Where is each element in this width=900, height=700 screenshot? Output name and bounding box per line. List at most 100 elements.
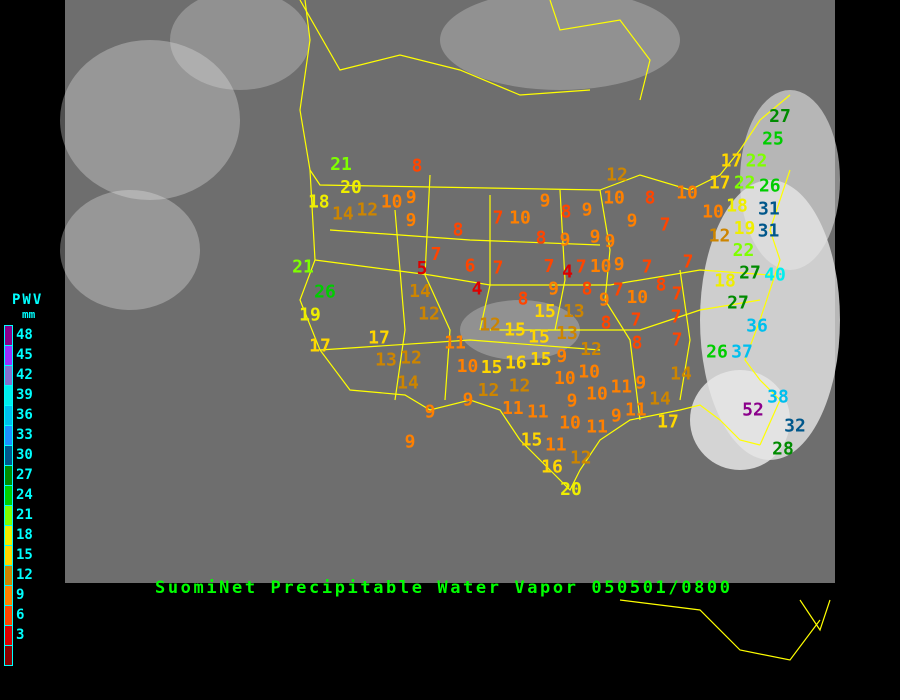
legend-label: 48 — [16, 327, 33, 343]
station-pwv-value: 9 — [635, 373, 646, 394]
station-pwv-value: 26 — [706, 342, 728, 363]
station-pwv-value: 16 — [505, 352, 527, 373]
border-line — [394, 209, 406, 401]
legend-label: 18 — [16, 527, 33, 543]
station-pwv-value: 18 — [726, 196, 748, 217]
legend-swatch — [4, 545, 13, 566]
legend-swatch — [4, 365, 13, 386]
station-pwv-value: 5 — [417, 258, 428, 279]
station-pwv-value: 7 — [642, 257, 653, 278]
station-pwv-value: 22 — [733, 240, 755, 261]
legend-swatch — [4, 625, 13, 646]
cloud — [170, 0, 310, 90]
station-pwv-value: 14 — [397, 373, 419, 394]
station-pwv-value: 12 — [570, 448, 592, 469]
station-pwv-value: 7 — [576, 256, 587, 277]
station-pwv-value: 20 — [560, 479, 582, 500]
station-pwv-value: 15 — [504, 320, 526, 341]
legend-swatch — [4, 565, 13, 586]
border-line — [479, 195, 491, 331]
station-pwv-value: 17 — [721, 150, 743, 171]
station-pwv-value: 8 — [453, 220, 464, 241]
station-pwv-value: 9 — [463, 390, 474, 411]
station-pwv-value: 15 — [528, 327, 550, 348]
legend-label: 33 — [16, 427, 33, 443]
station-pwv-value: 19 — [299, 305, 321, 326]
station-pwv-value: 26 — [759, 175, 781, 196]
station-pwv-value: 9 — [614, 254, 625, 275]
border-line — [424, 174, 451, 401]
legend-swatch — [4, 345, 13, 366]
border-line — [799, 599, 831, 632]
border-line — [490, 299, 761, 331]
station-pwv-value: 9 — [611, 406, 622, 427]
station-pwv-value: 7 — [671, 307, 682, 328]
station-pwv-value: 19 — [734, 218, 756, 239]
legend-label: 6 — [16, 607, 25, 623]
legend-label: 9 — [16, 587, 25, 603]
station-pwv-value: 11 — [444, 333, 466, 354]
station-pwv-value: 7 — [660, 215, 671, 236]
station-pwv-value: 14 — [332, 204, 354, 225]
station-pwv-value: 11 — [625, 400, 647, 421]
station-pwv-value: 11 — [527, 402, 549, 423]
station-pwv-value: 7 — [631, 309, 642, 330]
cloud — [440, 0, 680, 90]
legend-label: 27 — [16, 467, 33, 483]
station-pwv-value: 10 — [702, 202, 724, 223]
border-line — [599, 94, 791, 191]
station-pwv-value: 27 — [769, 106, 791, 127]
border-line — [299, 0, 591, 96]
legend-label: 15 — [16, 547, 33, 563]
station-pwv-value: 17 — [309, 336, 331, 357]
station-pwv-value: 8 — [561, 202, 572, 223]
legend-label: 30 — [16, 447, 33, 463]
station-pwv-value: 22 — [734, 173, 756, 194]
station-pwv-value: 9 — [405, 432, 416, 453]
border-line — [744, 169, 791, 446]
station-pwv-value: 28 — [772, 439, 794, 460]
map-title: SuomiNet Precipitable Water Vapor 050501… — [155, 578, 733, 598]
station-pwv-value: 7 — [493, 258, 504, 279]
legend-swatch — [4, 465, 13, 486]
border-line — [329, 229, 601, 246]
station-pwv-value: 40 — [764, 265, 786, 286]
legend-swatch — [4, 525, 13, 546]
station-pwv-value: 11 — [545, 435, 567, 456]
legend-swatch — [4, 445, 13, 466]
cloud — [740, 90, 840, 270]
station-pwv-value: 7 — [672, 330, 683, 351]
station-pwv-value: 4 — [472, 279, 483, 300]
station-pwv-value: 8 — [582, 279, 593, 300]
station-pwv-value: 10 — [590, 256, 612, 277]
station-pwv-value: 15 — [530, 349, 552, 370]
station-pwv-value: 8 — [536, 228, 547, 249]
station-pwv-value: 15 — [481, 357, 503, 378]
station-pwv-value: 37 — [731, 342, 753, 363]
station-pwv-value: 14 — [409, 281, 431, 302]
station-pwv-value: 10 — [676, 183, 698, 204]
border-line — [299, 169, 761, 492]
station-pwv-value: 10 — [381, 192, 403, 213]
border-line — [314, 259, 771, 286]
station-pwv-value: 10 — [559, 412, 581, 433]
station-pwv-value: 7 — [613, 280, 624, 301]
station-pwv-value: 20 — [340, 177, 362, 198]
station-pwv-value: 7 — [544, 256, 555, 277]
station-pwv-value: 9 — [556, 346, 567, 367]
legend-swatch — [4, 385, 13, 406]
station-pwv-value: 12 — [479, 315, 501, 336]
station-pwv-value: 7 — [493, 208, 504, 229]
legend-swatch — [4, 425, 13, 446]
station-pwv-value: 36 — [746, 316, 768, 337]
station-pwv-value: 12 — [606, 165, 628, 186]
station-pwv-value: 52 — [742, 400, 764, 421]
station-pwv-value: 27 — [739, 263, 761, 284]
station-pwv-value: 15 — [521, 430, 543, 451]
station-pwv-value: 13 — [563, 301, 585, 322]
station-pwv-value: 8 — [656, 275, 667, 296]
station-pwv-value: 9 — [540, 191, 551, 212]
station-pwv-value: 10 — [554, 368, 576, 389]
border-line — [549, 0, 651, 101]
